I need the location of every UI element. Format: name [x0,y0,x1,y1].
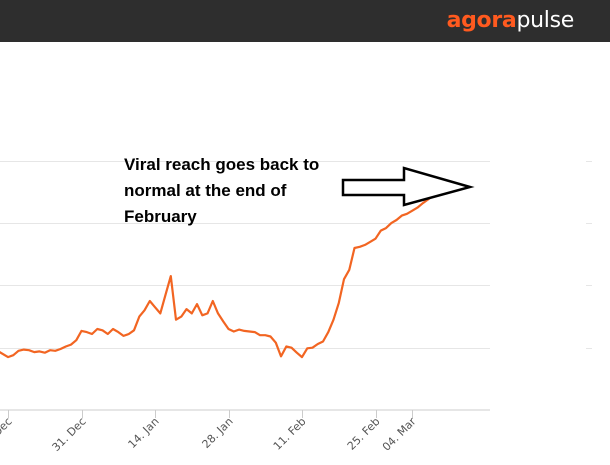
x-tick-label: 28. Jan [200,415,236,451]
app-header: agorapulse [0,0,610,42]
viral-reach-series-line [0,190,440,359]
reach-line-chart: 17. Dec 31. Dec 14. Jan 28. Jan 11. Feb 25. F… [0,155,592,454]
logo-text-agora: agora [446,8,517,33]
annotation-callout: Viral reach goes back to normal at the e… [124,155,475,226]
x-tick-label: 04. Mar [380,415,419,454]
chart-area: 17. Dec 31. Dec 14. Jan 28. Jan 11. Feb 25. F… [0,42,610,465]
annotation-line-2: normal at the end of [124,181,287,200]
x-tick-label: 11. Feb [271,415,309,453]
x-tick-label: 25. Feb [345,415,383,453]
logo-text-pulse: pulse [516,8,574,33]
annotation-line-1: Viral reach goes back to [124,155,319,174]
x-tick-label: 14. Jan [126,415,162,451]
x-tick-label: 17. Dec [0,415,15,454]
x-axis-ticks: 17. Dec 31. Dec 14. Jan 28. Jan 11. Feb 25. F… [0,410,419,454]
annotation-arrow [341,166,475,207]
chart-gridlines [0,161,592,349]
x-tick-label: 31. Dec [50,415,89,454]
annotation-line-3: February [124,207,197,226]
agorapulse-logo[interactable]: agorapulse [446,8,575,34]
